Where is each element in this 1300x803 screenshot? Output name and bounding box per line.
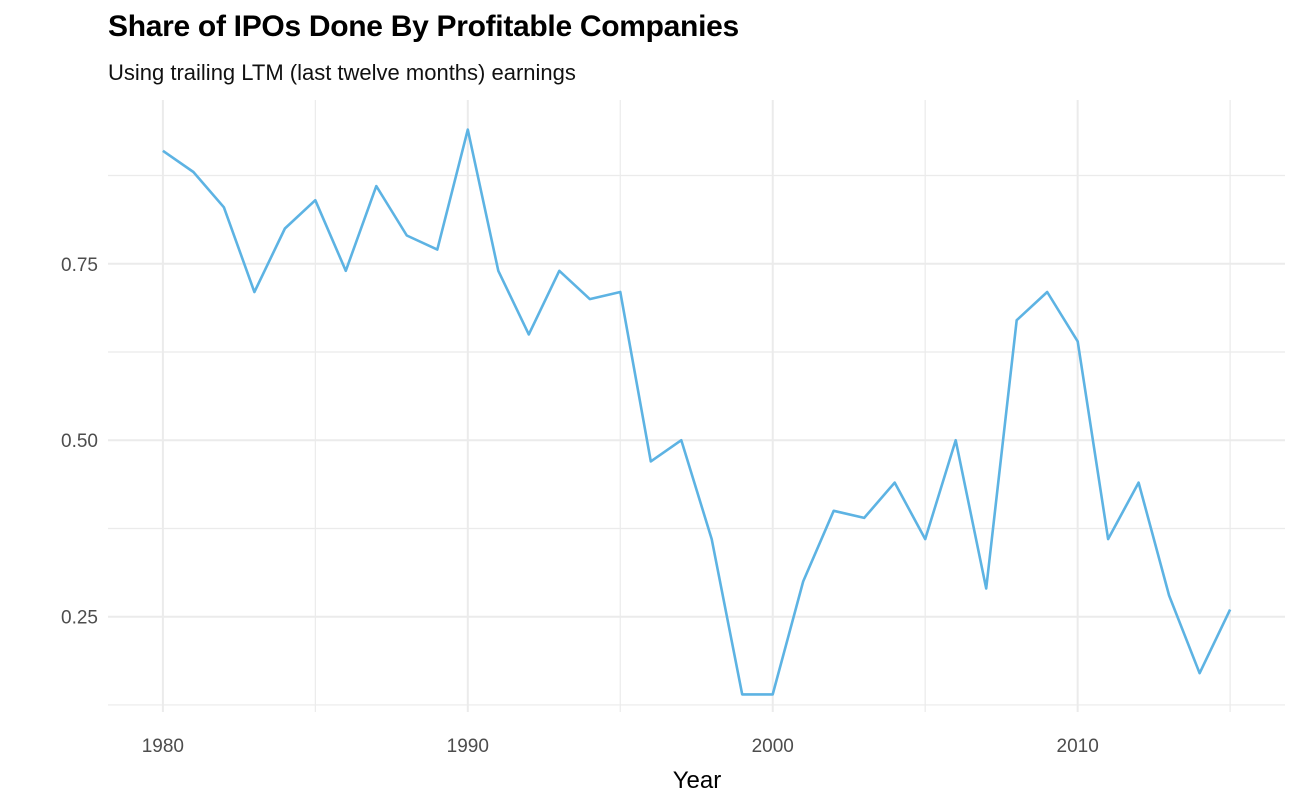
y-tick-label: 0.25 — [61, 608, 98, 629]
chart-subtitle: Using trailing LTM (last twelve months) … — [108, 60, 576, 85]
gridlines — [108, 100, 1285, 712]
x-tick-label: 1990 — [447, 736, 489, 757]
chart-title: Share of IPOs Done By Profitable Compani… — [108, 10, 739, 43]
series-line-group — [162, 128, 1232, 696]
y-tick-label: 0.50 — [61, 431, 98, 452]
y-tick-label: 0.75 — [61, 255, 98, 276]
tick-labels: 0.25 0.50 0.75 1980 1990 2000 2010 — [61, 255, 1099, 757]
series-line — [162, 128, 1232, 696]
x-axis-label: Year — [673, 767, 722, 794]
x-tick-label: 2010 — [1057, 736, 1099, 757]
x-tick-label: 1980 — [142, 736, 184, 757]
x-tick-label: 2000 — [752, 736, 794, 757]
